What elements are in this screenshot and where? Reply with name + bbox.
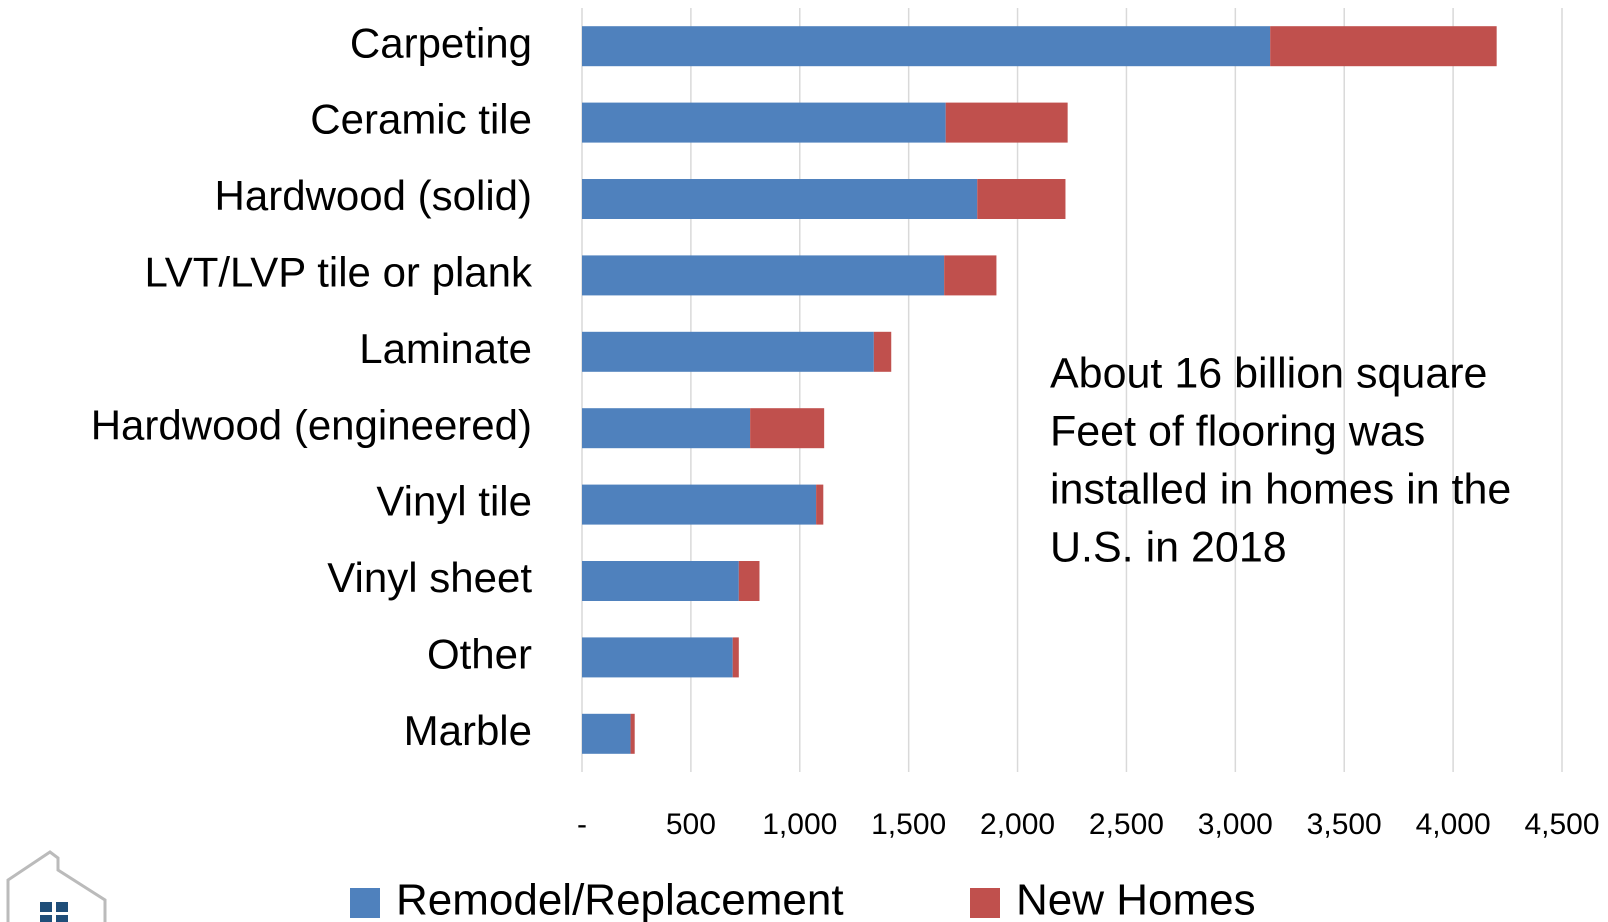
x-tick-label: 3,000 bbox=[1198, 808, 1273, 841]
bar-segment bbox=[977, 179, 1066, 219]
bar-segment bbox=[582, 637, 733, 678]
x-tick-label: 1,500 bbox=[871, 808, 946, 841]
legend-swatch bbox=[970, 888, 1000, 918]
x-tick-label: - bbox=[577, 808, 587, 841]
bar-segment bbox=[582, 102, 946, 143]
bar-segment bbox=[582, 713, 631, 754]
bar-segment bbox=[582, 484, 817, 525]
bar-segment bbox=[945, 102, 1068, 143]
annotation: Feet of flooring was bbox=[1050, 407, 1425, 455]
x-tick-label: 4,000 bbox=[1416, 808, 1491, 841]
logo bbox=[6, 850, 107, 922]
y-tick-label: Ceramic tile bbox=[310, 96, 532, 143]
x-tick-label: 2,000 bbox=[980, 808, 1055, 841]
bar-segment bbox=[816, 484, 824, 525]
legend-swatch bbox=[350, 888, 380, 918]
bar-segment bbox=[582, 408, 751, 449]
bar-segment bbox=[582, 179, 978, 219]
bar-segment bbox=[582, 561, 739, 601]
x-tick-label: 2,500 bbox=[1089, 808, 1164, 841]
annotation: About 16 billion square bbox=[1050, 349, 1487, 397]
bar-segment bbox=[1270, 26, 1497, 67]
legend-label: New Homes bbox=[1016, 876, 1256, 922]
y-tick-label: Hardwood (engineered) bbox=[91, 401, 532, 448]
bar-segment bbox=[582, 331, 874, 372]
x-tick-label: 500 bbox=[666, 808, 716, 841]
y-tick-label: Carpeting bbox=[350, 19, 532, 66]
bar-segment bbox=[944, 255, 997, 296]
y-tick-label: Hardwood (solid) bbox=[215, 172, 532, 219]
annotation: U.S. in 2018 bbox=[1050, 523, 1287, 571]
bar-segment bbox=[873, 331, 892, 372]
y-tick-label: Vinyl sheet bbox=[327, 554, 532, 601]
bar-segment bbox=[738, 561, 760, 601]
bar-segment bbox=[582, 26, 1271, 67]
bar-segment bbox=[750, 408, 825, 449]
annotation: installed in homes in the bbox=[1050, 465, 1511, 513]
y-tick-label: Marble bbox=[404, 707, 532, 754]
y-tick-label: Other bbox=[427, 630, 532, 677]
y-tick-label: Laminate bbox=[359, 325, 532, 372]
bar-segment bbox=[582, 255, 945, 296]
legend-label: Remodel/Replacement bbox=[396, 876, 844, 922]
y-tick-label: Vinyl tile bbox=[376, 478, 532, 525]
bar-segment bbox=[630, 713, 635, 754]
x-tick-label: 4,500 bbox=[1524, 808, 1599, 841]
bar-segment bbox=[732, 637, 739, 678]
y-tick-label: LVT/LVP tile or plank bbox=[144, 248, 533, 295]
x-tick-label: 3,500 bbox=[1307, 808, 1382, 841]
x-tick-label: 1,000 bbox=[762, 808, 837, 841]
